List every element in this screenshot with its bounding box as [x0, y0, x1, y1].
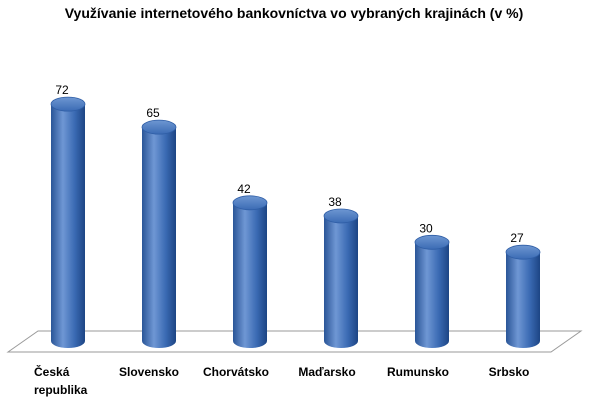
- bar-1: [141, 119, 177, 349]
- bar-3: [323, 208, 359, 348]
- value-label: 72: [55, 83, 69, 97]
- category-label: Chorvátsko: [203, 365, 269, 379]
- category-labels: Česká republika Slovensko Chorvátsko Maďarsk…: [34, 364, 529, 397]
- category-label: Srbsko: [489, 365, 530, 379]
- value-label: 42: [237, 182, 251, 196]
- chart-title: Využívanie internetového bankovníctva vo…: [65, 5, 524, 21]
- category-label: Slovensko: [119, 365, 179, 379]
- bar-body: [233, 202, 267, 348]
- bar-0: [50, 96, 86, 349]
- category-label: republika: [34, 383, 88, 397]
- bar-top: [505, 244, 541, 260]
- bar-body: [506, 252, 540, 348]
- bar-top: [323, 208, 359, 224]
- value-label: 38: [328, 195, 342, 209]
- chart-floor: [6, 330, 583, 353]
- bar-top: [141, 119, 177, 135]
- bar-2: [232, 195, 268, 348]
- bar-body: [51, 104, 85, 349]
- value-label: 65: [146, 106, 160, 120]
- bar-body: [415, 242, 449, 348]
- bars-group: 72 65 42 38 30 27: [50, 83, 541, 349]
- bar-4: [414, 234, 450, 348]
- value-label: 27: [510, 231, 524, 245]
- bar-body: [142, 127, 176, 349]
- bar-top: [414, 234, 450, 250]
- category-label: Česká: [34, 364, 70, 379]
- bar-body: [324, 215, 358, 348]
- bar-5: [505, 244, 541, 348]
- bar-top: [50, 96, 86, 112]
- value-label: 30: [419, 221, 433, 235]
- category-label: Rumunsko: [387, 365, 449, 379]
- bar-top: [232, 195, 268, 211]
- category-label: Maďarsko: [298, 365, 355, 379]
